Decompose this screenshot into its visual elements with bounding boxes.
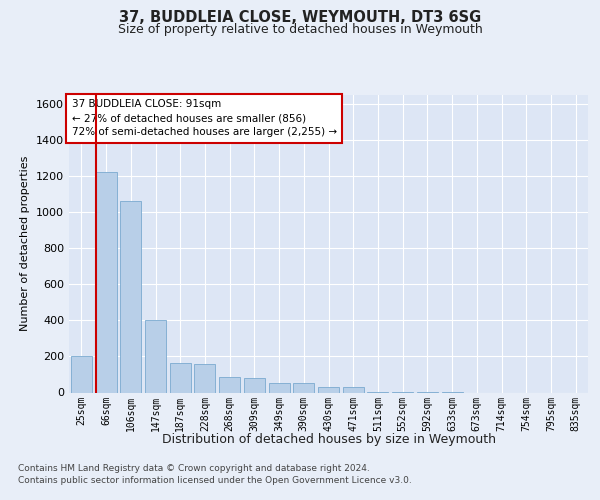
Text: Size of property relative to detached houses in Weymouth: Size of property relative to detached ho… [118, 22, 482, 36]
Text: Contains public sector information licensed under the Open Government Licence v3: Contains public sector information licen… [18, 476, 412, 485]
Text: 37 BUDDLEIA CLOSE: 91sqm
← 27% of detached houses are smaller (856)
72% of semi-: 37 BUDDLEIA CLOSE: 91sqm ← 27% of detach… [71, 100, 337, 138]
Bar [318, 387, 339, 392]
Y-axis label: Number of detached properties: Number of detached properties [20, 156, 31, 332]
Bar [269, 382, 290, 392]
Bar [145, 320, 166, 392]
Bar [194, 364, 215, 392]
Bar [95, 172, 116, 392]
Bar [244, 378, 265, 392]
Bar [170, 363, 191, 392]
Text: Contains HM Land Registry data © Crown copyright and database right 2024.: Contains HM Land Registry data © Crown c… [18, 464, 370, 473]
Text: Distribution of detached houses by size in Weymouth: Distribution of detached houses by size … [162, 432, 496, 446]
Text: 37, BUDDLEIA CLOSE, WEYMOUTH, DT3 6SG: 37, BUDDLEIA CLOSE, WEYMOUTH, DT3 6SG [119, 10, 481, 25]
Bar [219, 377, 240, 392]
Bar [343, 388, 364, 392]
Bar [71, 356, 92, 392]
Bar [293, 384, 314, 392]
Bar [120, 202, 141, 392]
